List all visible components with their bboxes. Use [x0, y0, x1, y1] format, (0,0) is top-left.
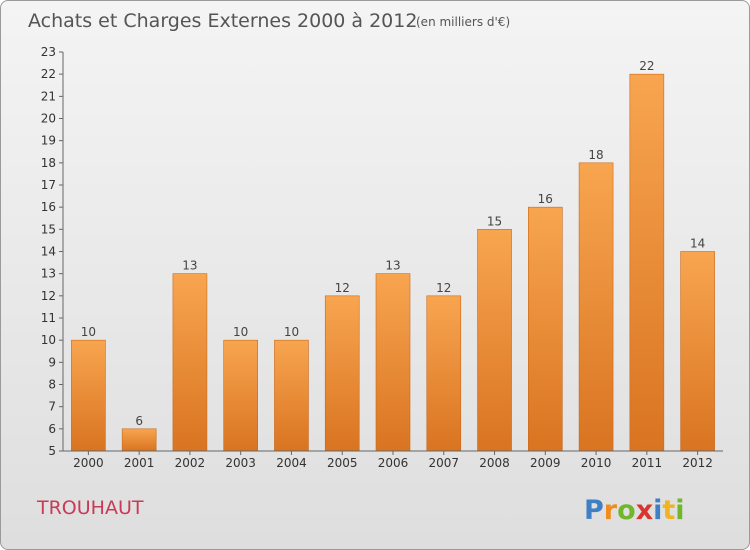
- bar-value-label: 6: [135, 414, 143, 428]
- x-axis: 2000 2001 2002 2003 2004 2005 2006 2007 2008 2009…: [63, 450, 723, 470]
- logo-letter: r: [604, 495, 618, 526]
- y-tick-label: 9: [48, 355, 56, 369]
- bar-2005: [324, 295, 360, 452]
- y-tick-label: 8: [48, 378, 56, 392]
- bar-2011: [629, 73, 665, 452]
- bar-value-label: 12: [436, 281, 451, 295]
- bar-value-label: 10: [81, 325, 96, 339]
- y-tick-label: 23: [41, 45, 56, 59]
- proxiti-logo: Proxiti: [584, 495, 685, 526]
- bar-2012: [680, 251, 715, 452]
- bar-2006: [375, 273, 411, 452]
- logo-letter: t: [662, 495, 675, 526]
- bar-2009: [528, 206, 563, 452]
- y-tick-label: 21: [41, 89, 56, 103]
- x-tick-label: 2010: [581, 456, 612, 470]
- y-tick-label: 6: [48, 422, 56, 436]
- bar-2001: [121, 428, 157, 452]
- x-tick-label: 2008: [479, 456, 510, 470]
- y-tick-label: 11: [41, 311, 56, 325]
- y-tick-label: 5: [48, 444, 56, 458]
- logo-letter: i: [675, 495, 684, 526]
- commune-name: TROUHAUT: [36, 497, 144, 519]
- y-tick-label: 17: [41, 178, 56, 192]
- bar-2010: [578, 162, 614, 452]
- bar-value-label: 10: [284, 325, 299, 339]
- x-tick-label: 2002: [175, 456, 206, 470]
- bar-2000: [71, 339, 106, 452]
- bar-2002: [172, 273, 208, 452]
- bar-2003: [223, 339, 258, 452]
- y-tick-label: 18: [41, 156, 56, 170]
- bar-2007: [426, 295, 462, 452]
- x-tick-label: 2004: [276, 456, 307, 470]
- bar-value-label: 10: [233, 325, 248, 339]
- y-axis: 5 6 7 8 9 10 11 12 13 14 15 16 17 18 19 20 21 22 23: [41, 45, 64, 458]
- x-tick-label: 2009: [530, 456, 561, 470]
- y-tick-label: 16: [41, 200, 56, 214]
- x-tick-label: 2003: [225, 456, 256, 470]
- logo-letter: o: [617, 495, 636, 526]
- x-tick-label: 2001: [124, 456, 155, 470]
- y-tick-label: 22: [41, 67, 56, 81]
- x-tick-label: 2000: [73, 456, 104, 470]
- y-tick-label: 14: [41, 245, 56, 259]
- bar-value-label: 16: [538, 192, 553, 206]
- bar-2008: [477, 229, 512, 452]
- y-tick-label: 19: [41, 134, 56, 148]
- bar-2004: [274, 339, 309, 452]
- y-tick-label: 15: [41, 222, 56, 236]
- y-tick-label: 20: [41, 112, 56, 126]
- bar-value-label: 18: [588, 148, 603, 162]
- bar-value-label: 12: [335, 281, 350, 295]
- x-tick-label: 2006: [378, 456, 409, 470]
- bar-value-label: 15: [487, 214, 502, 228]
- bars-group: 10 6 13 10 10 12 13 12 15 16 18 22 14: [71, 59, 715, 452]
- logo-letter: P: [584, 495, 604, 526]
- x-tick-label: 2011: [632, 456, 663, 470]
- x-tick-label: 2007: [428, 456, 459, 470]
- bar-value-label: 13: [385, 259, 400, 273]
- x-tick-label: 2012: [682, 456, 713, 470]
- bar-value-label: 14: [690, 237, 705, 251]
- bar-value-label: 22: [639, 59, 654, 73]
- y-tick-label: 13: [41, 267, 56, 281]
- y-tick-label: 12: [41, 289, 56, 303]
- logo-letter: i: [653, 495, 662, 526]
- chart-title: Achats et Charges Externes 2000 à 2012: [28, 10, 417, 32]
- bar-value-label: 13: [182, 259, 197, 273]
- logo-letter: x: [636, 495, 653, 526]
- x-tick-label: 2005: [327, 456, 358, 470]
- y-tick-label: 10: [41, 333, 56, 347]
- chart-unit-label: (en milliers d'€): [416, 15, 510, 29]
- y-tick-label: 7: [48, 400, 56, 414]
